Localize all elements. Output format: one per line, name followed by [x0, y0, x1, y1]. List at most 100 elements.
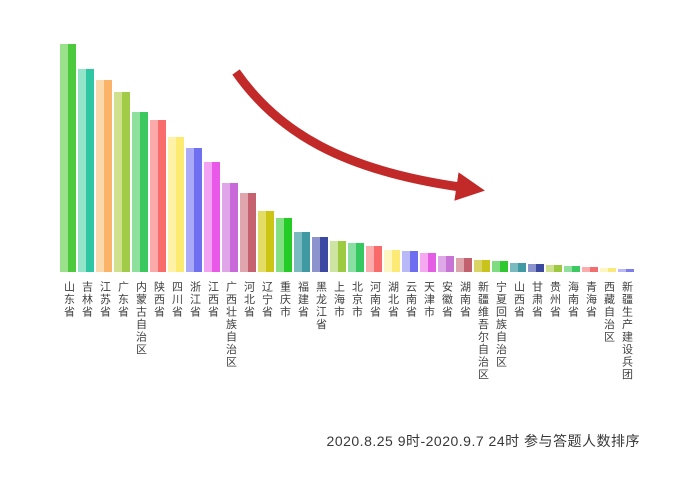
bar [258, 211, 274, 272]
bar [312, 237, 328, 272]
bar [528, 264, 544, 272]
bar-label: 云南省 [404, 281, 417, 319]
bar [546, 265, 562, 272]
bar-track [599, 0, 617, 272]
bar-column: 浙江省 [185, 0, 203, 381]
bar-column: 新疆生产建设兵团 [617, 0, 635, 381]
bar [204, 162, 220, 272]
bar-column: 吉林省 [77, 0, 95, 381]
bar [456, 257, 472, 272]
bar-label: 安徽省 [440, 281, 453, 319]
bar-column: 云南省 [401, 0, 419, 381]
bar-label: 福建省 [296, 281, 309, 319]
bar-column: 湖南省 [455, 0, 473, 381]
bar-column: 福建省 [293, 0, 311, 381]
bar-label: 宁夏回族自治区 [494, 281, 507, 369]
bar [294, 232, 310, 272]
bar-track [401, 0, 419, 272]
bar [420, 253, 436, 272]
bar-track [185, 0, 203, 272]
bar-track [221, 0, 239, 272]
bar-track [419, 0, 437, 272]
bar [78, 69, 94, 272]
bar-column: 青海省 [581, 0, 599, 381]
bar [114, 92, 130, 272]
bar-label: 浙江省 [188, 281, 201, 319]
bar-track [437, 0, 455, 272]
bar [474, 259, 490, 272]
bar [330, 241, 346, 272]
bar-label: 新疆生产建设兵团 [620, 281, 633, 381]
bar [600, 268, 616, 272]
bar [276, 218, 292, 272]
bar-label: 陕西省 [152, 281, 165, 319]
bar-track [563, 0, 581, 272]
bar-column: 辽宁省 [257, 0, 275, 381]
bar [348, 243, 364, 272]
bar-label: 湖南省 [458, 281, 471, 319]
bar-column: 四川省 [167, 0, 185, 381]
bar-track [545, 0, 563, 272]
bar-label: 江西省 [206, 281, 219, 319]
bar-track [113, 0, 131, 272]
bar [384, 250, 400, 272]
bar-track [365, 0, 383, 272]
bar-label: 西藏自治区 [602, 281, 615, 344]
bar [618, 268, 634, 272]
bar-label: 青海省 [584, 281, 597, 319]
bar-track [293, 0, 311, 272]
bar-label: 重庆市 [278, 281, 291, 319]
bar-label: 新疆维吾尔自治区 [476, 281, 489, 381]
bar-label: 内蒙古自治区 [134, 281, 147, 356]
bar-column: 陕西省 [149, 0, 167, 381]
bar [510, 262, 526, 272]
bar [186, 148, 202, 272]
bar-label: 贵州省 [548, 281, 561, 319]
bar-label: 广西壮族自治区 [224, 281, 237, 369]
bar-label: 北京市 [350, 281, 363, 319]
bar-track [167, 0, 185, 272]
bar-label: 吉林省 [80, 281, 93, 319]
bar-track [275, 0, 293, 272]
bar-column: 新疆维吾尔自治区 [473, 0, 491, 381]
bar-column: 河北省 [239, 0, 257, 381]
bar-label: 河南省 [368, 281, 381, 319]
bar-track [203, 0, 221, 272]
bar-label: 黑龙江省 [314, 281, 327, 331]
bar-label: 上海市 [332, 281, 345, 319]
bar-track [59, 0, 77, 272]
bar-column: 湖北省 [383, 0, 401, 381]
bar-column: 天津市 [419, 0, 437, 381]
bar-track [131, 0, 149, 272]
bar [366, 246, 382, 272]
bar-column: 北京市 [347, 0, 365, 381]
bar-column: 江苏省 [95, 0, 113, 381]
bar-track [473, 0, 491, 272]
bar-label: 天津市 [422, 281, 435, 319]
bar-column: 黑龙江省 [311, 0, 329, 381]
bar [150, 120, 166, 272]
bar-label: 海南省 [566, 281, 579, 319]
bar [492, 261, 508, 272]
bar-column: 广东省 [113, 0, 131, 381]
bar [168, 137, 184, 272]
bar-column: 甘肃省 [527, 0, 545, 381]
bar [60, 44, 76, 272]
bar-column: 海南省 [563, 0, 581, 381]
bar-track [239, 0, 257, 272]
bar-column: 西藏自治区 [599, 0, 617, 381]
bar-label: 河北省 [242, 281, 255, 319]
bar-label: 辽宁省 [260, 281, 273, 319]
bar-label: 四川省 [170, 281, 183, 319]
bar [582, 267, 598, 272]
bar-label: 江苏省 [98, 281, 111, 319]
bar-track [257, 0, 275, 272]
bar-label: 广东省 [116, 281, 129, 319]
bar-track [455, 0, 473, 272]
bar-track [581, 0, 599, 272]
bar-label: 山西省 [512, 281, 525, 319]
bar-column: 贵州省 [545, 0, 563, 381]
bar-track [95, 0, 113, 272]
bar-column: 河南省 [365, 0, 383, 381]
bar-track [329, 0, 347, 272]
